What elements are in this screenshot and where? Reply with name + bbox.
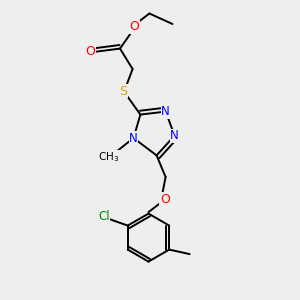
Text: N: N xyxy=(170,129,179,142)
Text: Cl: Cl xyxy=(98,210,109,223)
Text: N: N xyxy=(161,105,170,118)
Text: O: O xyxy=(160,193,170,206)
Text: O: O xyxy=(85,45,95,58)
Text: O: O xyxy=(129,20,139,34)
Text: N: N xyxy=(129,131,138,145)
Text: CH$_3$: CH$_3$ xyxy=(98,150,119,164)
Text: S: S xyxy=(119,85,127,98)
